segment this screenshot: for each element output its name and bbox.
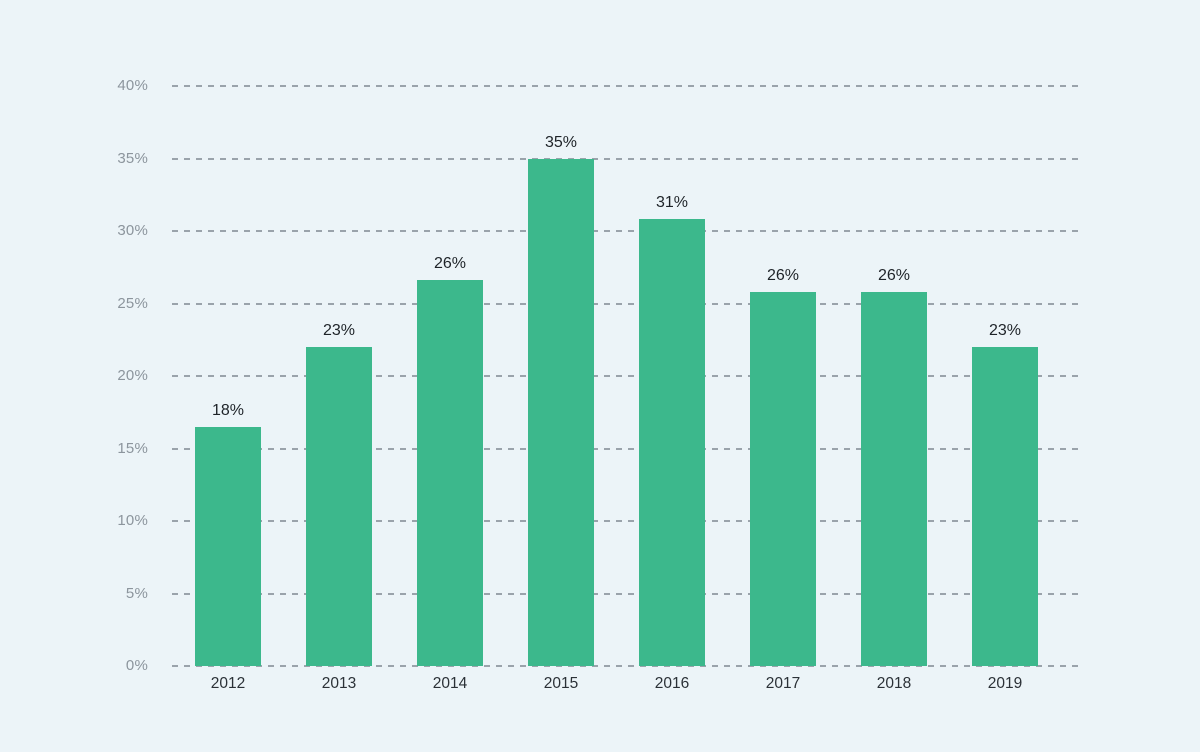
x-axis-tick-label: 2012	[210, 675, 246, 692]
bar-2019	[972, 347, 1038, 666]
bar-2014	[417, 280, 483, 666]
bar-value-label: 31%	[655, 194, 689, 212]
bar-value-label: 23%	[322, 322, 356, 339]
y-axis-tick-label: 35%	[117, 149, 148, 167]
y-axis-tick-label: 10%	[117, 512, 148, 529]
bar-2013	[306, 347, 372, 666]
bar-2016	[639, 219, 705, 666]
gridline	[172, 230, 1078, 232]
gridline	[172, 85, 1078, 87]
x-axis-tick-label: 2017	[765, 675, 801, 692]
x-axis-tick-label: 2014	[432, 675, 468, 692]
bar-2018	[861, 291, 927, 666]
bar-value-label: 23%	[988, 322, 1022, 339]
bar-value-label: 35%	[544, 133, 578, 151]
gridline	[172, 157, 1078, 160]
x-axis-tick-label: 2016	[654, 675, 690, 692]
x-axis-tick-label: 2019	[987, 675, 1023, 692]
bar-value-label: 26%	[433, 255, 467, 273]
bar-2017	[750, 291, 816, 666]
y-axis-tick-label: 5%	[125, 584, 148, 602]
bar-value-label: 18%	[211, 401, 245, 419]
y-axis-tick-label: 30%	[117, 222, 148, 239]
x-axis-tick-label: 2018	[876, 675, 912, 692]
y-axis-tick-label: 15%	[117, 439, 148, 457]
y-axis-tick-label: 40%	[117, 77, 148, 94]
x-axis-tick-label: 2015	[543, 675, 579, 692]
bar-value-label: 26%	[877, 266, 911, 284]
bar-value-label: 26%	[766, 266, 800, 284]
y-axis-tick-label: 20%	[117, 367, 148, 384]
y-axis-tick-label: 25%	[117, 294, 148, 312]
x-axis-tick-label: 2013	[321, 675, 357, 692]
bar-2015	[528, 158, 594, 666]
y-axis-tick-label: 0%	[125, 657, 148, 674]
gridline	[172, 302, 1078, 305]
bar-2012	[195, 426, 261, 666]
